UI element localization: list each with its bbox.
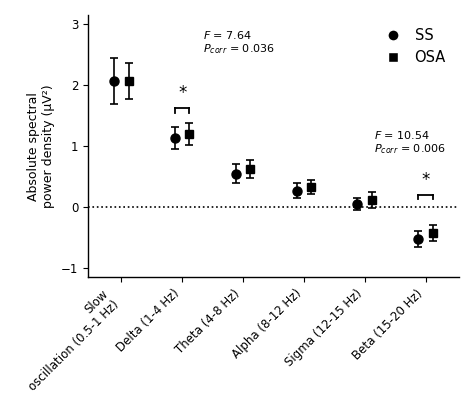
Y-axis label: Absolute spectral
power density (μV²): Absolute spectral power density (μV²) [27, 84, 55, 208]
Text: $\it{P}$$_{corr}$ = 0.036: $\it{P}$$_{corr}$ = 0.036 [203, 43, 275, 56]
Legend: SS, OSA: SS, OSA [373, 22, 452, 71]
Text: *: * [421, 171, 430, 189]
Text: *: * [178, 84, 186, 102]
Text: $\it{F}$ = 10.54: $\it{F}$ = 10.54 [374, 129, 430, 141]
Text: $\it{F}$ = 7.64: $\it{F}$ = 7.64 [203, 29, 253, 41]
Text: $\it{P}$$_{corr}$ = 0.006: $\it{P}$$_{corr}$ = 0.006 [374, 142, 446, 156]
